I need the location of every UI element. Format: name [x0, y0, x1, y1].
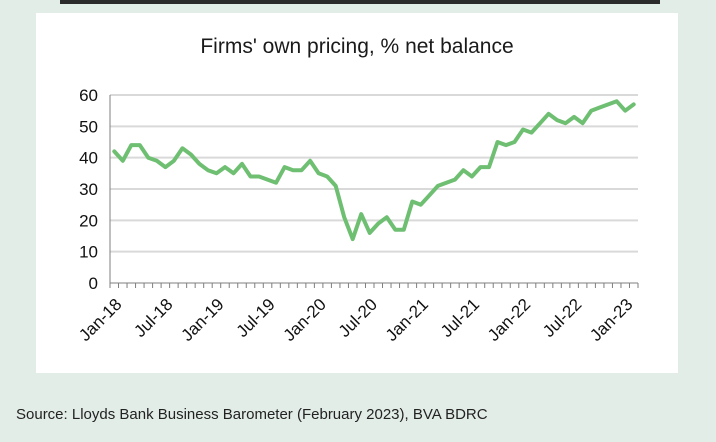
x-tick-label: Jan-23 — [586, 295, 636, 345]
x-tick-label: Jul-18 — [130, 295, 176, 341]
y-tick-label: 40 — [79, 149, 98, 168]
y-tick-label: 60 — [79, 86, 98, 105]
y-tick-label: 30 — [79, 180, 98, 199]
x-tick-label: Jul-21 — [437, 295, 483, 341]
gridlines — [110, 94, 638, 253]
source-note: Source: Lloyds Bank Business Barometer (… — [16, 406, 488, 423]
x-tick-labels: Jan-18 Jul-18 Jan-19 Jul-19 Jan-20 Jul-20 Jan-… — [75, 295, 636, 345]
x-tick-label: Jan-21 — [382, 295, 432, 345]
chart-panel: Firms' own pricing, % net balance 0 10 20 3… — [36, 13, 678, 373]
series-line — [112, 99, 636, 242]
axes — [109, 95, 639, 288]
x-tick-label: Jan-20 — [280, 295, 330, 345]
y-tick-label: 0 — [89, 274, 98, 293]
x-tick-label: Jan-18 — [75, 295, 125, 345]
y-tick-label: 20 — [79, 211, 98, 230]
y-tick-label: 50 — [79, 117, 98, 136]
y-tick-labels: 0 10 20 30 40 50 60 — [79, 86, 98, 293]
y-tick-label: 10 — [79, 243, 98, 262]
x-tick-label: Jul-20 — [335, 295, 381, 341]
x-tick-label: Jul-19 — [233, 295, 279, 341]
series-layer — [112, 99, 636, 242]
x-tick-label: Jan-22 — [484, 295, 534, 345]
chart-title: Firms' own pricing, % net balance — [200, 35, 514, 58]
x-tick-label: Jul-22 — [539, 295, 585, 341]
x-tick-label: Jan-19 — [178, 295, 228, 345]
top-rule — [60, 0, 660, 4]
